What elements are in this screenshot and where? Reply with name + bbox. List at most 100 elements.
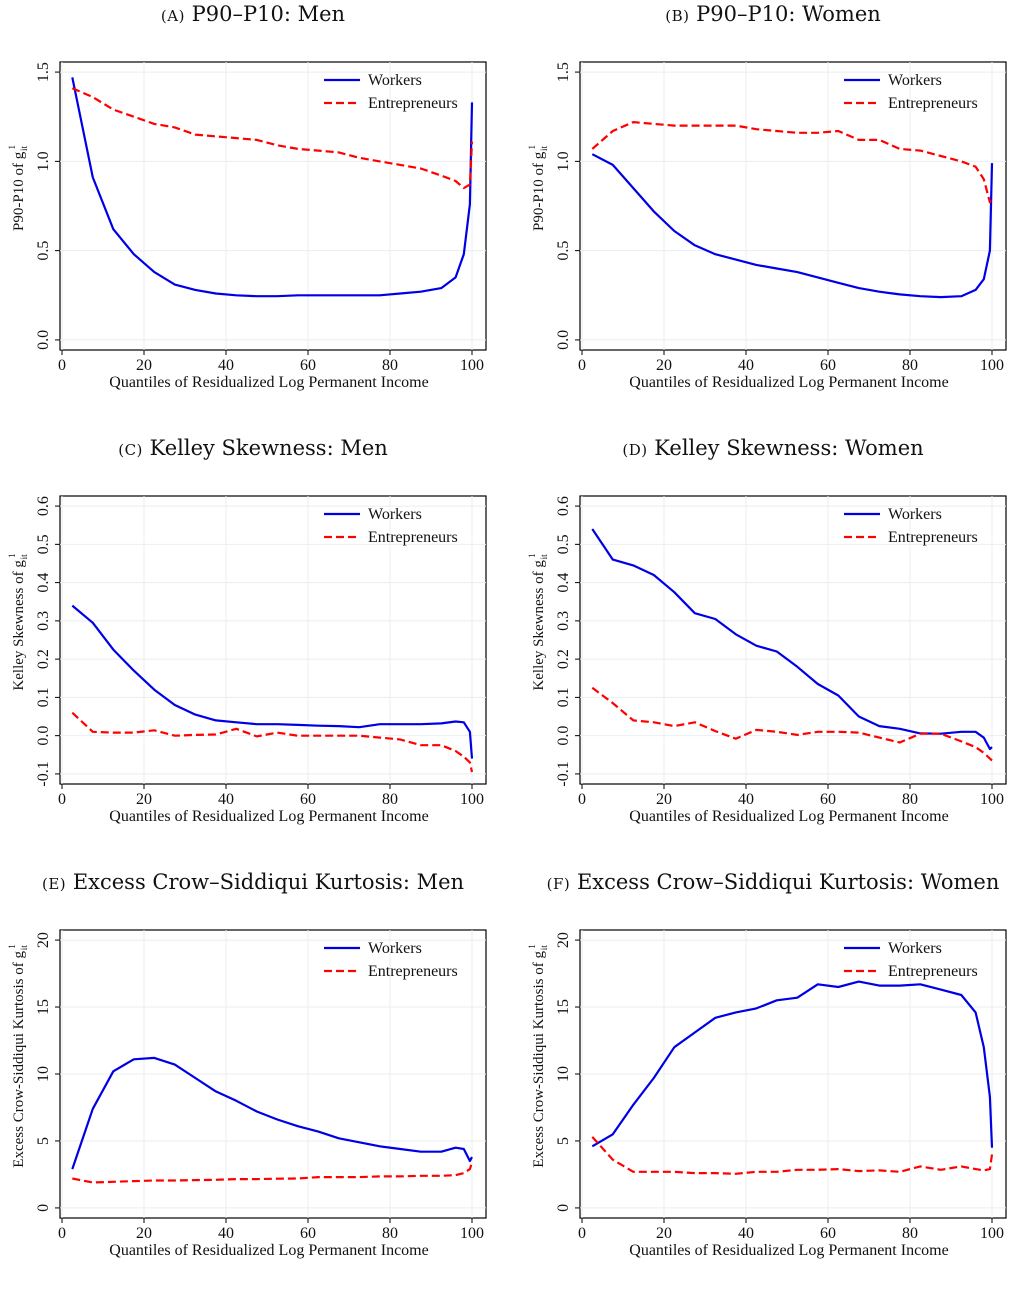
panel-f: (F) Excess Crow–Siddiqui Kurtosis: Women…	[520, 868, 1012, 1290]
x-tick-label: 0	[578, 357, 586, 374]
panel-letter: F	[552, 875, 564, 893]
x-tick-label: 0	[58, 1225, 66, 1242]
x-tick-label: 80	[382, 357, 398, 374]
workers-series-line	[591, 528, 993, 751]
y-tick-label: 0.5	[35, 241, 52, 261]
panel-a: (A) P90–P10: Men 0 20 40 60 80 100 0.0 0.5 1.0 1.…	[0, 0, 506, 422]
y-axis-label: P90-P10 of g 1 it	[7, 145, 29, 231]
x-tick-label: 20	[656, 791, 672, 808]
x-tick-label: 40	[218, 1225, 234, 1242]
x-tick-label: 100	[460, 357, 484, 374]
y-tick-label: 0.4	[555, 573, 572, 593]
panel-title: (D) Kelley Skewness: Women	[622, 436, 924, 460]
x-tick-label: 20	[136, 791, 152, 808]
y-axis-label: Kelley Skewness of g 1 it	[7, 553, 29, 690]
panel-d: (D) Kelley Skewness: Women 0 20 40 60 80 100 -…	[520, 434, 1012, 856]
y-tick-label: 0.6	[555, 496, 572, 516]
y-tick-label: 0.5	[555, 534, 572, 554]
panel-letter: C	[124, 441, 137, 459]
y-tick-label: 5	[555, 1137, 572, 1145]
panel-title-text: Excess Crow–Siddiqui Kurtosis: Women	[576, 870, 1000, 894]
x-tick-label: 20	[136, 357, 152, 374]
legend-label: Entrepreneurs	[368, 95, 458, 112]
panel-title: (F) Excess Crow–Siddiqui Kurtosis: Women	[546, 870, 1000, 894]
chart-svg: 0 20 40 60 80 100 0.0 0.5 1.0 1.5 Quantiles of Res…	[7, 61, 487, 391]
y-axis-label: Excess Crow-Siddiqui Kurtosis of g 1 it	[7, 944, 29, 1167]
legend-label: Workers	[888, 506, 942, 523]
y-tick-label: 0.5	[35, 534, 52, 554]
entrepreneurs-series-line	[591, 1136, 994, 1175]
y-tick-label: 0	[35, 1204, 52, 1212]
panel-title: (A) P90–P10: Men	[160, 2, 346, 26]
panel-title-text: Excess Crow–Siddiqui Kurtosis: Men	[72, 870, 465, 894]
panel-letter: A	[167, 7, 179, 25]
y-tick-label: 1.0	[35, 151, 52, 171]
y-tick-label: 15	[35, 999, 52, 1015]
x-tick-label: 0	[58, 357, 66, 374]
x-axis-label: Quantiles of Residualized Log Permanent …	[109, 374, 428, 391]
workers-series-line	[71, 1056, 473, 1170]
legend-label: Workers	[368, 940, 422, 957]
legend-label: Entrepreneurs	[888, 529, 978, 546]
y-axis-label: Excess Crow-Siddiqui Kurtosis of g 1 it	[527, 944, 549, 1167]
panel-title-text: P90–P10: Men	[191, 2, 346, 26]
panel-title-text: Kelley Skewness: Men	[149, 436, 388, 460]
legend-label: Workers	[368, 506, 422, 523]
plot-frame	[59, 61, 487, 351]
entrepreneurs-series-line	[71, 711, 474, 773]
y-tick-label: 20	[555, 932, 572, 948]
y-tick-label: 0.0	[35, 330, 52, 350]
legend-label: Entrepreneurs	[368, 963, 458, 980]
legend-label: Entrepreneurs	[368, 529, 458, 546]
y-tick-label: 0.2	[35, 649, 52, 669]
workers-series-line	[71, 77, 474, 298]
y-tick-label: 10	[555, 1066, 572, 1082]
x-tick-label: 60	[820, 791, 836, 808]
y-tick-label: -0.1	[35, 761, 52, 786]
legend-label: Workers	[368, 72, 422, 89]
y-tick-label: 0.3	[555, 611, 572, 631]
y-tick-label: 0.0	[555, 726, 572, 746]
y-tick-label: 10	[35, 1066, 52, 1082]
panel-title: (E) Excess Crow–Siddiqui Kurtosis: Men	[41, 870, 465, 894]
x-tick-label: 80	[902, 791, 918, 808]
y-tick-label: 5	[35, 1137, 52, 1145]
workers-series-line	[71, 604, 474, 759]
y-axis-label: P90-P10 of g 1 it	[527, 145, 549, 231]
panel-title: (C) Kelley Skewness: Men	[118, 436, 388, 460]
y-tick-label: 1.5	[555, 62, 572, 82]
panel-c: (C) Kelley Skewness: Men 0 20 40 60 80 100 -0.…	[0, 434, 506, 856]
y-axis-label: Kelley Skewness of g 1 it	[527, 553, 549, 690]
x-tick-label: 40	[738, 1225, 754, 1242]
chart-svg: 0 20 40 60 80 100 -0.1 0.0 0.1 0.2 0.3 0.4 0.5 0.6 Qua…	[7, 495, 487, 825]
x-tick-label: 20	[136, 1225, 152, 1242]
x-tick-label: 40	[738, 791, 754, 808]
y-tick-label: 1.0	[555, 151, 572, 171]
x-tick-label: 80	[902, 1225, 918, 1242]
x-tick-label: 20	[656, 1225, 672, 1242]
x-tick-label: 0	[58, 791, 66, 808]
x-tick-label: 40	[218, 357, 234, 374]
x-tick-label: 0	[578, 1225, 586, 1242]
x-tick-label: 100	[980, 357, 1004, 374]
entrepreneurs-series-line	[71, 87, 474, 190]
y-tick-label: 0.0	[35, 726, 52, 746]
y-tick-label: 0.1	[555, 687, 572, 707]
plot-frame	[579, 61, 1007, 351]
y-tick-label: 20	[35, 932, 52, 948]
x-tick-label: 40	[738, 357, 754, 374]
x-axis-label: Quantiles of Residualized Log Permanent …	[629, 808, 948, 825]
x-tick-label: 60	[820, 357, 836, 374]
x-tick-label: 80	[382, 791, 398, 808]
y-tick-label: 1.5	[35, 62, 52, 82]
x-tick-label: 80	[382, 1225, 398, 1242]
y-tick-label: 0	[555, 1204, 572, 1212]
legend-label: Entrepreneurs	[888, 95, 978, 112]
panel-e: (E) Excess Crow–Siddiqui Kurtosis: Men 0…	[0, 868, 506, 1290]
x-tick-label: 40	[218, 791, 234, 808]
y-tick-label: 0.0	[555, 330, 572, 350]
panel-letter: D	[628, 441, 642, 459]
x-tick-label: 80	[902, 357, 918, 374]
